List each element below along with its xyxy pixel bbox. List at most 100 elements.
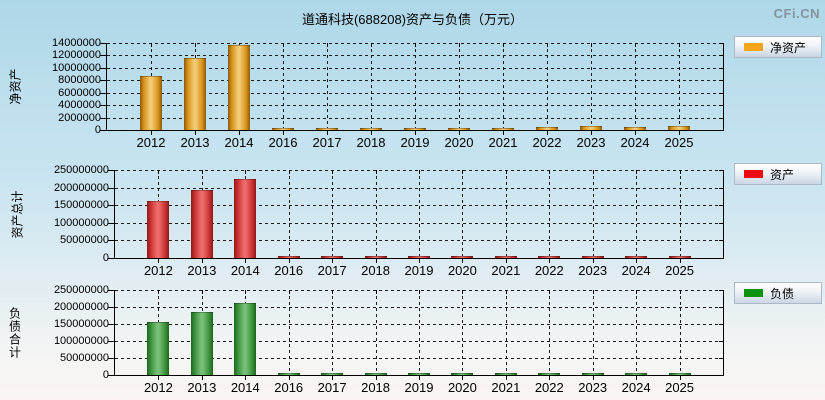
x-axis-top-tick [462, 290, 464, 294]
y-axis-right-tick [719, 187, 723, 189]
legend-total-liabilities: 负债 [734, 282, 822, 304]
y-tick-label: 0 [102, 252, 109, 264]
bar-2020 [448, 128, 470, 130]
x-axis-top-tick [503, 43, 504, 47]
x-axis-top-tick [462, 170, 464, 174]
bar-2023 [581, 256, 604, 258]
x-tick-label-2021: 2021 [491, 380, 521, 395]
y-axis-right-tick [719, 240, 723, 242]
bar-2017 [316, 128, 338, 130]
y-tick-label: 12000000 [52, 49, 101, 62]
gridline-vertical [503, 43, 504, 130]
x-axis-tick [158, 259, 160, 263]
x-axis-tick [679, 376, 681, 380]
x-tick-label-2013: 2013 [187, 380, 217, 395]
y-axis-tick [108, 187, 115, 189]
bar-2016 [277, 373, 300, 375]
x-tick-label-2021: 2021 [488, 135, 518, 150]
y-axis-right-tick [719, 324, 723, 325]
bar-2012 [140, 76, 162, 130]
y-axis-tick [100, 92, 107, 94]
x-tick-label-2019: 2019 [400, 135, 430, 150]
y-tick-label: 0 [102, 369, 109, 381]
x-axis-tick [239, 131, 240, 135]
bar-2021 [494, 256, 517, 258]
bar-2013 [190, 190, 213, 258]
y-axis-tick [108, 341, 115, 342]
x-tick-label-2019: 2019 [404, 380, 434, 395]
bar-2022 [536, 127, 558, 130]
x-axis-top-tick [547, 43, 548, 47]
y-tick-label: 150000000 [53, 199, 109, 212]
y-tick-label: 200000000 [53, 181, 109, 194]
y-tick-label: 14000000 [52, 37, 101, 49]
x-axis-top-tick [158, 170, 160, 174]
y-axis-tick [108, 290, 115, 291]
y-axis-tick [100, 67, 107, 69]
x-tick-label-2014: 2014 [224, 135, 254, 150]
cfi-cn-logo: CFi.CN [773, 6, 820, 21]
x-tick-label-2024: 2024 [621, 263, 651, 278]
gridline-vertical [592, 170, 594, 258]
x-tick-label-2016: 2016 [274, 263, 304, 278]
x-axis-tick [419, 376, 420, 380]
x-axis-tick [375, 259, 377, 263]
gridline-vertical [332, 290, 334, 375]
x-axis-top-tick [327, 43, 328, 47]
y-axis-right-tick [719, 92, 723, 94]
x-axis-tick [288, 259, 290, 263]
x-axis-tick [503, 131, 504, 135]
x-tick-label-2017: 2017 [312, 135, 342, 150]
legend-label: 负债 [770, 286, 795, 301]
y-axis-tick [108, 358, 115, 359]
x-axis-top-tick [332, 290, 334, 294]
bar-2022 [538, 256, 561, 258]
legend-total-assets: 资产 [734, 163, 822, 185]
bar-2022 [538, 373, 561, 375]
bar-2014 [234, 179, 257, 258]
y-axis-title-text: 资产总计 [10, 189, 25, 239]
x-axis-top-tick [549, 170, 551, 174]
y-axis-tick [108, 170, 115, 171]
x-axis-tick [462, 376, 464, 380]
x-tick-label-2020: 2020 [444, 135, 474, 150]
x-axis-top-tick [505, 170, 507, 174]
x-axis-tick [505, 376, 507, 380]
plot-area-total-assets: 0 50000000 100000000 150000000 200000000 2500… [54, 164, 724, 278]
x-axis-top-tick [549, 290, 551, 294]
bar-2016 [272, 128, 294, 130]
y-tick-label: 2000000 [58, 111, 101, 124]
bar-2025 [668, 256, 691, 258]
gridline-vertical [375, 170, 377, 258]
y-tick-label: 10000000 [52, 61, 101, 74]
gridline-vertical [505, 290, 507, 375]
bar-2025 [668, 373, 691, 375]
x-axis-tick [375, 376, 377, 380]
x-tick-label-2024: 2024 [620, 135, 650, 150]
y-tick-label: 0 [94, 124, 101, 136]
gridline-vertical [462, 170, 464, 258]
x-tick-label-2012: 2012 [136, 135, 166, 150]
assets-legend-swatch [744, 170, 763, 178]
x-tick-label-2012: 2012 [143, 380, 173, 395]
x-axis-top-tick [158, 290, 160, 294]
plot-area-total-liabilities: 0 50000000 100000000 150000000 200000000 2500… [54, 284, 724, 395]
x-axis-top-tick [283, 43, 284, 47]
bar-2019 [408, 373, 430, 375]
bar-2018 [360, 128, 382, 130]
x-axis-top-tick [151, 43, 152, 47]
x-axis-top-tick [591, 43, 592, 47]
x-axis-tick [245, 259, 247, 263]
x-tick-label-2023: 2023 [578, 380, 608, 395]
x-axis-tick [332, 259, 334, 263]
gridline-vertical [288, 170, 290, 258]
gridline-vertical [592, 290, 594, 375]
y-axis-title-text: 负债合计 [7, 306, 22, 359]
bar-2024 [625, 373, 648, 375]
x-axis-top-tick [245, 290, 247, 294]
gridline-vertical [375, 290, 377, 375]
bar-2018 [364, 256, 387, 258]
x-axis-top-tick [201, 170, 203, 174]
gridline-vertical [679, 170, 681, 258]
x-tick-label-2016: 2016 [274, 380, 304, 395]
